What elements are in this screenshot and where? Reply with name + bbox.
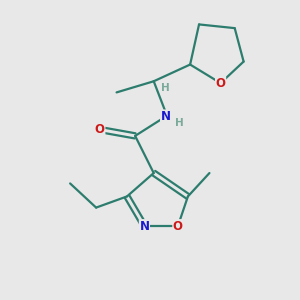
Text: O: O — [216, 76, 226, 90]
Text: O: O — [173, 220, 183, 233]
Text: N: N — [160, 110, 171, 123]
Text: N: N — [140, 220, 149, 233]
Text: H: H — [175, 118, 184, 128]
Text: O: O — [95, 123, 105, 136]
Text: H: H — [161, 83, 170, 93]
